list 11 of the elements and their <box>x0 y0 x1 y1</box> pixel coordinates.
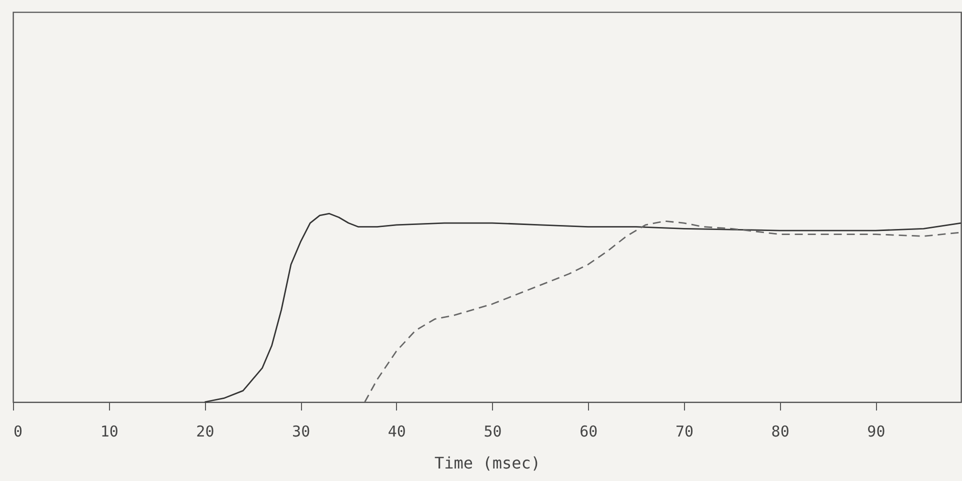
x-tick-label: 70 <box>675 422 694 440</box>
x-tick-label: 60 <box>580 422 598 440</box>
x-tick-label: 40 <box>388 422 406 440</box>
x-tick-label: 90 <box>867 422 886 440</box>
x-tick-label: 20 <box>196 422 214 440</box>
x-axis-title: Time (msec) <box>434 454 540 472</box>
x-tick-label: 0 <box>14 422 23 440</box>
x-tick-label: 30 <box>292 422 310 440</box>
x-tick-label: 80 <box>771 422 790 440</box>
x-tick-label: 50 <box>484 422 502 440</box>
x-tick-label: 10 <box>100 422 118 440</box>
